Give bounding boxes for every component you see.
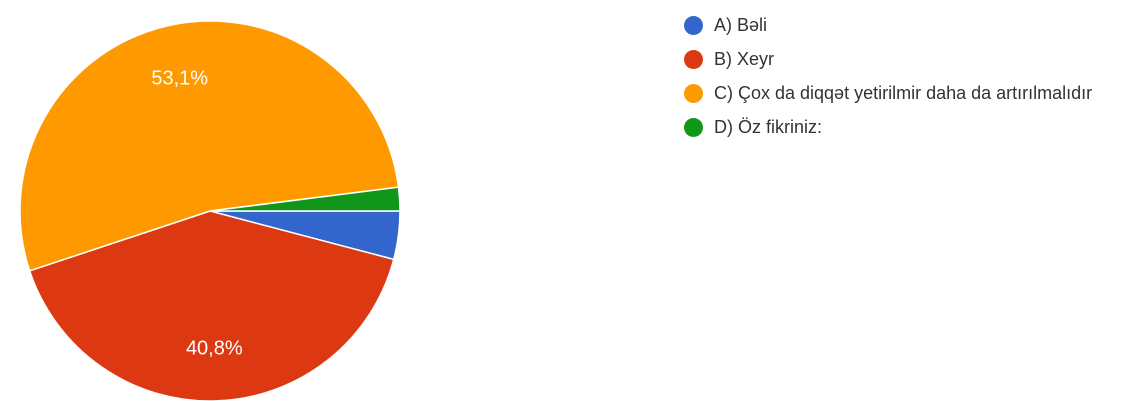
legend-item-d[interactable]: D) Öz fikriniz: — [684, 115, 1124, 140]
legend-label-b: B) Xeyr — [714, 49, 775, 69]
legend-item-a[interactable]: A) Bəli — [684, 13, 1124, 38]
slice-d-oz-fikriniz[interactable] — [209, 186, 401, 212]
legend-swatch-a — [684, 16, 703, 35]
legend-item-c[interactable]: C) Çox da diqqət yetirilmir daha da artı… — [684, 81, 1124, 106]
legend-swatch-b — [684, 50, 703, 69]
legend-label-a: A) Bəli — [714, 15, 768, 35]
slice-c-cox-da[interactable] — [19, 20, 400, 272]
pie-chart: 40,8% 53,1% — [19, 20, 401, 401]
legend-label-c: C) Çox da diqqət yetirilmir daha da artı… — [714, 83, 1093, 103]
data-label-c: 53,1% — [151, 68, 208, 90]
legend-swatch-c — [684, 84, 703, 103]
data-label-b: 40,8% — [186, 338, 243, 360]
legend-label-d: D) Öz fikriniz: — [714, 117, 822, 137]
legend-item-b[interactable]: B) Xeyr — [684, 47, 1124, 72]
legend: A) Bəli B) Xeyr C) Çox da diqqət yetiril… — [684, 13, 1124, 149]
legend-swatch-d — [684, 118, 703, 137]
